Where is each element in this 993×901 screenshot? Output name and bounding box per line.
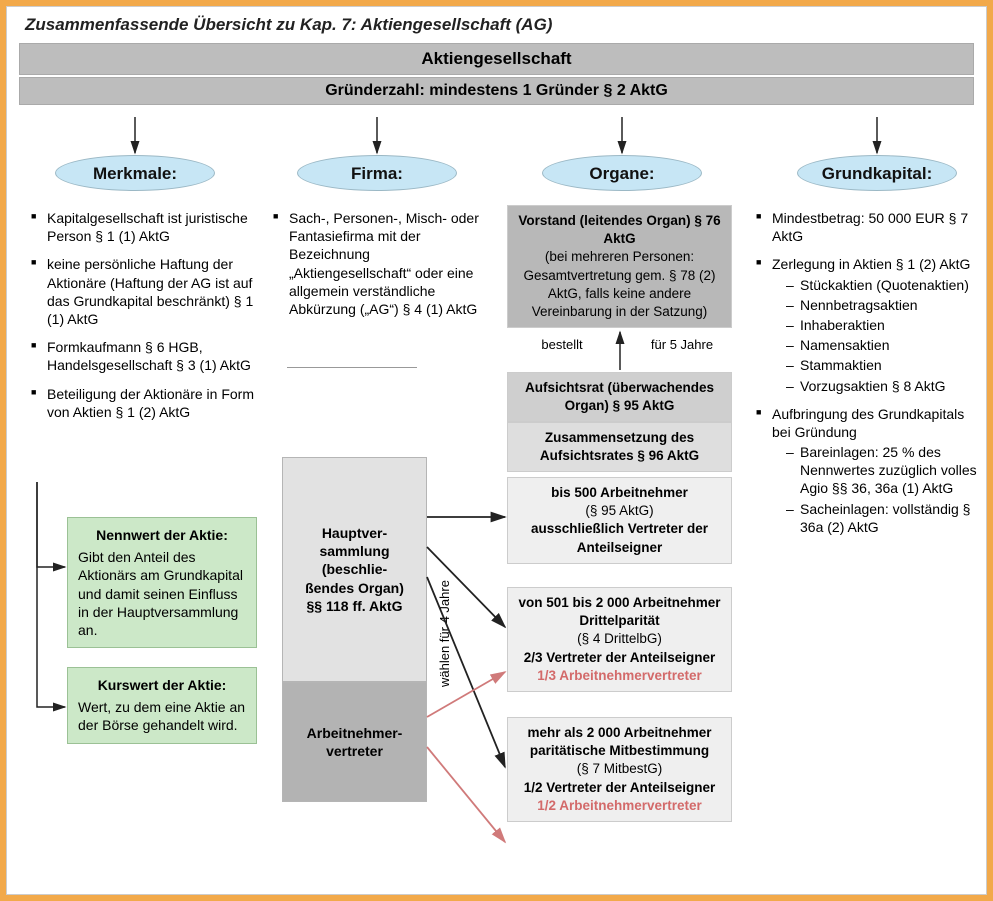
gk-item: Mindestbetrag: 50 000 EUR § 7 AktG [756, 209, 982, 245]
box-tier2: von 501 bis 2 000 Arbeitnehmer Drittelpa… [507, 587, 732, 692]
kurswert-body: Wert, zu dem eine Aktie an der Börse geh… [78, 698, 246, 734]
vorstand-title: Vorstand (leitendes Organ) § 76 AktG [518, 213, 720, 246]
label-fuer5: für 5 Jahre [637, 337, 727, 352]
gk-sub: Inhaberaktien [786, 316, 982, 334]
gk-sub: Vorzugsaktien § 8 AktG [786, 377, 982, 395]
merkmale-item: keine persönliche Haftung der Aktionäre … [31, 255, 257, 328]
gk-sub: Namensaktien [786, 336, 982, 354]
firma-divider [287, 367, 417, 368]
merkmale-item: Beteiligung der Aktionäre in Form von Ak… [31, 385, 257, 421]
box-kurswert: Kurswert der Aktie: Wert, zu dem eine Ak… [67, 667, 257, 744]
pill-firma: Firma: [297, 155, 457, 191]
tier2-c: 2/3 Vertreter der Anteilseigner [524, 650, 716, 665]
col-grundkapital: Mindestbetrag: 50 000 EUR § 7 AktG Zerle… [752, 205, 982, 546]
page-title: Zusammenfassende Übersicht zu Kap. 7: Ak… [7, 7, 986, 41]
tier1-c: ausschließlich Vertreter der Anteilseign… [531, 521, 708, 554]
gk-i3: Aufbringung des Grundkapitals bei Gründu… [772, 406, 964, 440]
box-nennwert: Nennwert der Aktie: Gibt den Anteil des … [67, 517, 257, 648]
box-tier1: bis 500 Arbeitnehmer (§ 95 AktG) ausschl… [507, 477, 732, 564]
band-main: Aktiengesellschaft [19, 43, 974, 75]
nennwert-body: Gibt den Anteil des Aktionärs am Grundka… [78, 548, 246, 639]
tier3-d: 1/2 Arbeitnehmervertreter [537, 798, 702, 813]
tier3-a: mehr als 2 000 Arbeitnehmer paritätische… [527, 725, 711, 758]
gk-item: Aufbringung des Grundkapitals bei Gründu… [756, 405, 982, 536]
firma-item: Sach-, Personen-, Misch- oder Fantasiefi… [273, 209, 489, 318]
pill-organe: Organe: [542, 155, 702, 191]
tier3-b: (§ 7 MitbestG) [577, 761, 663, 776]
pill-merkmale: Merkmale: [55, 155, 215, 191]
gk-sub: Stammaktien [786, 356, 982, 374]
tier1-b: (§ 95 AktG) [585, 503, 653, 518]
vorstand-detail: (bei mehreren Personen: Gesamtvertretung… [523, 249, 715, 319]
gk-sub: Nennbetragsaktien [786, 296, 982, 314]
gk-sub: Stückaktien (Quotenaktien) [786, 276, 982, 294]
col-firma: Sach-, Personen-, Misch- oder Fantasiefi… [269, 205, 489, 328]
tier2-b: (§ 4 DrittelbG) [577, 631, 662, 646]
merkmale-item: Kapitalgesellschaft ist juristische Pers… [31, 209, 257, 245]
kurswert-title: Kurswert der Aktie: [78, 676, 246, 694]
gk-item: Zerlegung in Aktien § 1 (2) AktG Stückak… [756, 255, 982, 394]
label-bestellt: bestellt [517, 337, 607, 352]
box-tier3: mehr als 2 000 Arbeitnehmer paritätische… [507, 717, 732, 822]
box-arbeitnehmervertreter: Arbeitnehmer- vertreter [282, 682, 427, 802]
tier2-d: 1/3 Arbeitnehmervertreter [537, 668, 702, 683]
gk-i2: Zerlegung in Aktien § 1 (2) AktG [772, 256, 970, 272]
merkmale-item: Formkaufmann § 6 HGB, Handelsgesellschaf… [31, 338, 257, 374]
label-waehlen: wählen für 4 Jahre [437, 580, 452, 687]
band-sub: Gründerzahl: mindestens 1 Gründer § 2 Ak… [19, 77, 974, 105]
tier3-c: 1/2 Vertreter der Anteilseigner [524, 780, 716, 795]
gk-sub: Sacheinlagen: vollständig § 36a (2) AktG [786, 500, 982, 536]
gk-sub: Bareinlagen: 25 % des Nennwertes zuzügli… [786, 443, 982, 498]
tier1-a: bis 500 Arbeitnehmer [551, 485, 688, 500]
pill-grundkapital: Grundkapital: [797, 155, 957, 191]
box-hauptversammlung: Hauptver- sammlung (beschlie- ßendes Org… [282, 457, 427, 682]
box-vorstand: Vorstand (leitendes Organ) § 76 AktG (be… [507, 205, 732, 328]
tier2-a: von 501 bis 2 000 Arbeitnehmer Drittelpa… [518, 595, 720, 628]
col-merkmale: Kapitalgesellschaft ist juristische Pers… [27, 205, 257, 431]
aufsichtsrat-text: Aufsichtsrat (überwachendes Organ) § 95 … [525, 380, 714, 413]
nennwert-title: Nennwert der Aktie: [78, 526, 246, 544]
diagram-frame: Zusammenfassende Übersicht zu Kap. 7: Ak… [6, 6, 987, 895]
box-aufsichtsrat: Aufsichtsrat (überwachendes Organ) § 95 … [507, 372, 732, 422]
box-zusammensetzung: Zusammensetzung des Aufsichtsrates § 96 … [507, 422, 732, 472]
zusammensetzung-text: Zusammensetzung des Aufsichtsrates § 96 … [540, 430, 699, 463]
